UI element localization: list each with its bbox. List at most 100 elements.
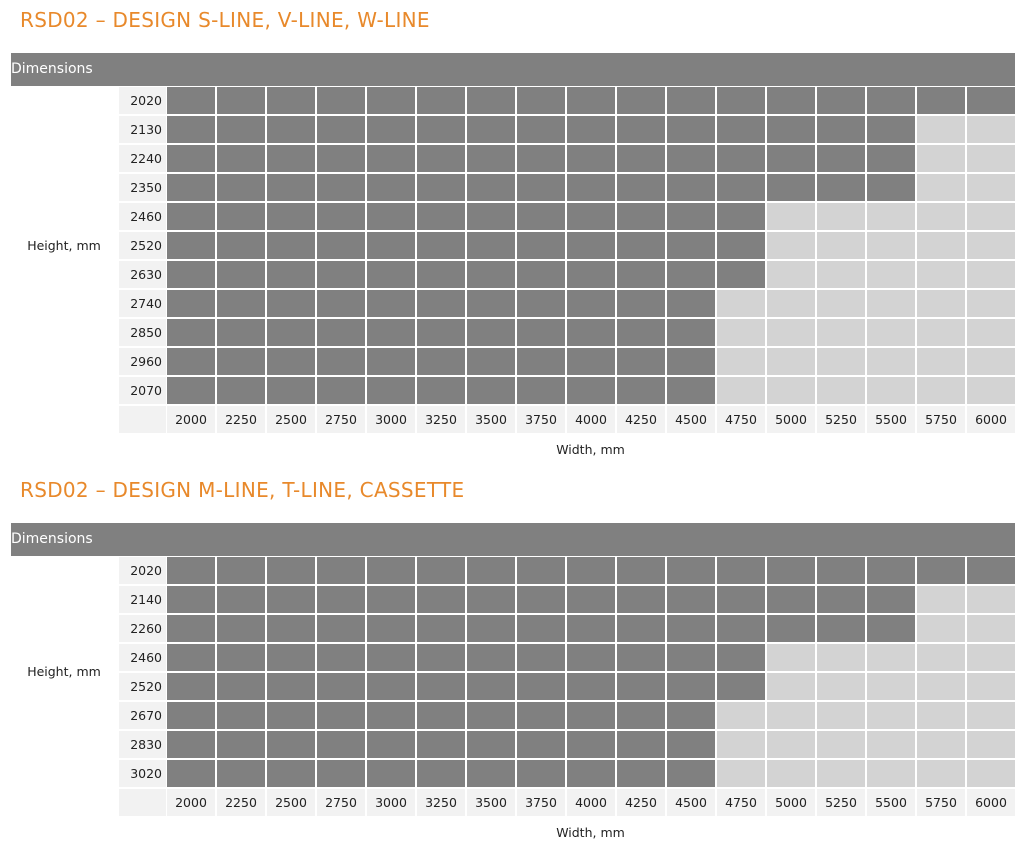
available-size-cell	[917, 557, 965, 584]
unavailable-size-cell	[917, 377, 965, 404]
available-size-cell	[217, 760, 265, 787]
available-size-cell	[817, 174, 865, 201]
height-tick-label: 2520	[119, 232, 166, 259]
unavailable-size-cell	[817, 702, 865, 729]
available-size-cell	[267, 348, 315, 375]
available-size-cell	[317, 319, 365, 346]
unavailable-size-cell	[967, 145, 1015, 172]
available-size-cell	[567, 673, 615, 700]
width-tick-label: 5000	[767, 406, 815, 433]
height-tick-label: 2020	[119, 87, 166, 114]
width-tick-label: 3500	[467, 406, 515, 433]
available-size-cell	[267, 87, 315, 114]
available-size-cell	[267, 731, 315, 758]
height-tick-label: 2130	[119, 116, 166, 143]
width-tick-label: 5750	[917, 789, 965, 816]
available-size-cell	[417, 87, 465, 114]
unavailable-size-cell	[817, 261, 865, 288]
available-size-cell	[367, 348, 415, 375]
unavailable-size-cell	[967, 203, 1015, 230]
available-size-cell	[617, 731, 665, 758]
available-size-cell	[417, 290, 465, 317]
width-tick-label: 6000	[967, 789, 1015, 816]
available-size-cell	[267, 203, 315, 230]
available-size-cell	[317, 760, 365, 787]
available-size-cell	[317, 116, 365, 143]
available-size-cell	[217, 261, 265, 288]
available-size-cell	[217, 557, 265, 584]
width-tick-label: 4500	[667, 406, 715, 433]
available-size-cell	[317, 702, 365, 729]
unavailable-size-cell	[717, 348, 765, 375]
available-size-cell	[167, 319, 215, 346]
width-tick-label: 4500	[667, 789, 715, 816]
available-size-cell	[467, 116, 515, 143]
available-size-cell	[617, 760, 665, 787]
available-size-cell	[467, 760, 515, 787]
unavailable-size-cell	[767, 731, 815, 758]
height-tick-label: 2260	[119, 615, 166, 642]
available-size-cell	[667, 673, 715, 700]
available-size-cell	[217, 586, 265, 613]
available-size-cell	[167, 377, 215, 404]
unavailable-size-cell	[817, 377, 865, 404]
available-size-cell	[217, 116, 265, 143]
available-size-cell	[567, 644, 615, 671]
available-size-cell	[517, 557, 565, 584]
available-size-cell	[317, 557, 365, 584]
available-size-cell	[667, 261, 715, 288]
available-size-cell	[167, 557, 215, 584]
width-tick-label: 3000	[367, 789, 415, 816]
available-size-cell	[417, 232, 465, 259]
available-size-cell	[467, 145, 515, 172]
available-size-cell	[217, 290, 265, 317]
height-tick-label: 2070	[119, 377, 166, 404]
unavailable-size-cell	[917, 261, 965, 288]
height-tick-label: 2630	[119, 261, 166, 288]
available-size-cell	[417, 174, 465, 201]
width-tick-label: 3500	[467, 789, 515, 816]
unavailable-size-cell	[867, 319, 915, 346]
available-size-cell	[367, 232, 415, 259]
available-size-cell	[367, 261, 415, 288]
available-size-cell	[467, 731, 515, 758]
available-size-cell	[717, 644, 765, 671]
unavailable-size-cell	[717, 731, 765, 758]
unavailable-size-cell	[817, 319, 865, 346]
available-size-cell	[367, 377, 415, 404]
available-size-cell	[367, 174, 415, 201]
available-size-cell	[617, 644, 665, 671]
available-size-cell	[967, 87, 1015, 114]
available-size-cell	[167, 348, 215, 375]
available-size-cell	[567, 615, 615, 642]
width-axis-label: Width, mm	[556, 442, 625, 457]
available-size-cell	[617, 586, 665, 613]
available-size-cell	[717, 232, 765, 259]
available-size-cell	[467, 377, 515, 404]
dimensions-header: Dimensions	[11, 53, 1015, 86]
available-size-cell	[317, 644, 365, 671]
available-size-cell	[717, 615, 765, 642]
available-size-cell	[617, 348, 665, 375]
available-size-cell	[417, 319, 465, 346]
unavailable-size-cell	[867, 232, 915, 259]
unavailable-size-cell	[967, 116, 1015, 143]
width-tick-label: 3750	[517, 406, 565, 433]
height-tick-label: 2460	[119, 203, 166, 230]
available-size-cell	[717, 174, 765, 201]
available-size-cell	[467, 557, 515, 584]
available-size-cell	[767, 557, 815, 584]
available-size-cell	[517, 145, 565, 172]
available-size-cell	[217, 87, 265, 114]
height-tick-label: 2460	[119, 644, 166, 671]
width-tick-label: 4000	[567, 789, 615, 816]
unavailable-size-cell	[967, 377, 1015, 404]
height-tick-label: 2520	[119, 673, 166, 700]
available-size-cell	[267, 116, 315, 143]
unavailable-size-cell	[867, 348, 915, 375]
height-tick-label: 2670	[119, 702, 166, 729]
available-size-cell	[517, 615, 565, 642]
available-size-cell	[867, 586, 915, 613]
available-size-cell	[417, 116, 465, 143]
available-size-cell	[367, 586, 415, 613]
